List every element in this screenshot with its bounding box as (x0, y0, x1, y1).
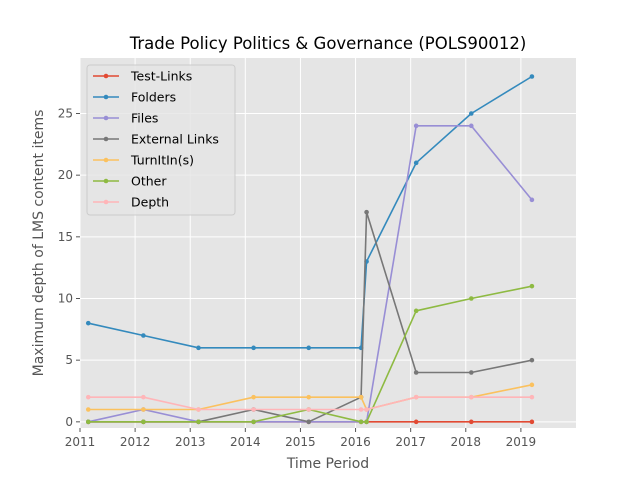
legend-label: Folders (131, 90, 176, 105)
data-point (196, 345, 201, 351)
y-tick-label: 20 (58, 168, 73, 182)
legend-item: Files (93, 111, 158, 126)
data-point (251, 394, 256, 400)
x-axis-label: Time Period (286, 456, 369, 472)
legend-item: TurnItIn(s) (93, 153, 194, 168)
data-point (468, 419, 474, 425)
data-point (306, 345, 312, 351)
data-point (306, 407, 312, 412)
series-line-depth (88, 396, 532, 411)
x-tick-label: 2013 (175, 435, 206, 449)
y-tick-label: 0 (65, 415, 73, 429)
data-point (468, 123, 474, 129)
data-point (364, 419, 369, 425)
data-point (529, 74, 535, 79)
x-tick-label: 2012 (120, 435, 151, 449)
x-tick-label: 2017 (395, 435, 426, 449)
legend-marker (103, 136, 109, 142)
data-point (529, 283, 535, 289)
legend-marker (103, 73, 109, 79)
series-line-other (88, 285, 533, 423)
data-point (251, 407, 256, 412)
legend-marker (103, 94, 109, 100)
data-point (413, 419, 419, 425)
legend-label: Files (131, 111, 158, 126)
series-depth (85, 394, 535, 412)
legend-marker (103, 199, 109, 205)
data-point (413, 160, 419, 166)
legend-label: Other (131, 174, 167, 189)
data-point (529, 382, 535, 388)
grid (79, 58, 576, 428)
legend-marker (103, 115, 109, 121)
data-point (306, 419, 312, 425)
legend-item: Other (93, 174, 167, 189)
data-point (468, 111, 474, 116)
series-layer (85, 74, 535, 425)
data-point (413, 123, 419, 129)
x-tick-label: 2019 (506, 435, 537, 449)
data-point (85, 320, 91, 326)
data-point (468, 370, 474, 375)
data-point (468, 394, 474, 400)
legend-item: External Links (93, 132, 219, 147)
x-tick-label: 2016 (340, 435, 371, 449)
data-point (364, 209, 369, 215)
data-point (85, 407, 91, 412)
x-tick-label: 2015 (285, 435, 316, 449)
y-tick-label: 5 (65, 353, 73, 367)
data-point (196, 407, 201, 412)
y-tick-label: 10 (58, 292, 73, 306)
x-tick-label: 2011 (65, 435, 96, 449)
data-point (251, 419, 256, 425)
data-point (85, 394, 91, 400)
data-point (413, 394, 419, 400)
data-point (529, 357, 535, 363)
data-point (358, 419, 364, 425)
data-point (413, 370, 419, 375)
data-point (85, 419, 91, 425)
data-point (364, 407, 369, 412)
legend-item: Test-Links (93, 69, 192, 84)
x-tick-label: 2014 (230, 435, 261, 449)
data-point (413, 308, 419, 314)
data-point (358, 407, 364, 412)
data-point (358, 394, 364, 400)
legend-label: TurnItIn(s) (130, 153, 194, 168)
data-point (529, 419, 535, 425)
data-point (306, 394, 312, 400)
data-point (251, 345, 256, 351)
y-tick-label: 25 (58, 107, 73, 121)
data-point (141, 333, 146, 338)
y-axis: 0 5 10 15 20 25 (58, 107, 80, 429)
legend-label: External Links (131, 132, 219, 147)
series-line-files (88, 125, 533, 423)
data-point (196, 419, 201, 425)
legend-marker (103, 178, 109, 184)
legend-box (86, 64, 236, 216)
legend: Test-Links Folders Files External Links Turn… (86, 64, 236, 216)
data-point (529, 394, 535, 400)
y-tick-label: 15 (58, 230, 73, 244)
y-axis-label: Maximum depth of LMS content items (31, 110, 47, 377)
data-point (141, 419, 146, 425)
x-axis: 2011 2012 2013 2014 2015 2016 2017 2018 2019 (65, 428, 536, 449)
chart-title: Trade Policy Politics & Governance (POLS… (129, 34, 527, 53)
series-line-folders (88, 75, 533, 349)
data-point (529, 197, 535, 203)
data-point (141, 394, 146, 400)
legend-item: Folders (93, 90, 176, 105)
data-point (468, 296, 474, 301)
legend-marker (103, 157, 109, 163)
data-point (141, 407, 146, 412)
x-tick-label: 2018 (451, 435, 482, 449)
series-other (85, 283, 535, 425)
legend-item: Depth (93, 195, 169, 210)
legend-label: Test-Links (130, 69, 192, 84)
legend-label: Depth (131, 195, 169, 210)
